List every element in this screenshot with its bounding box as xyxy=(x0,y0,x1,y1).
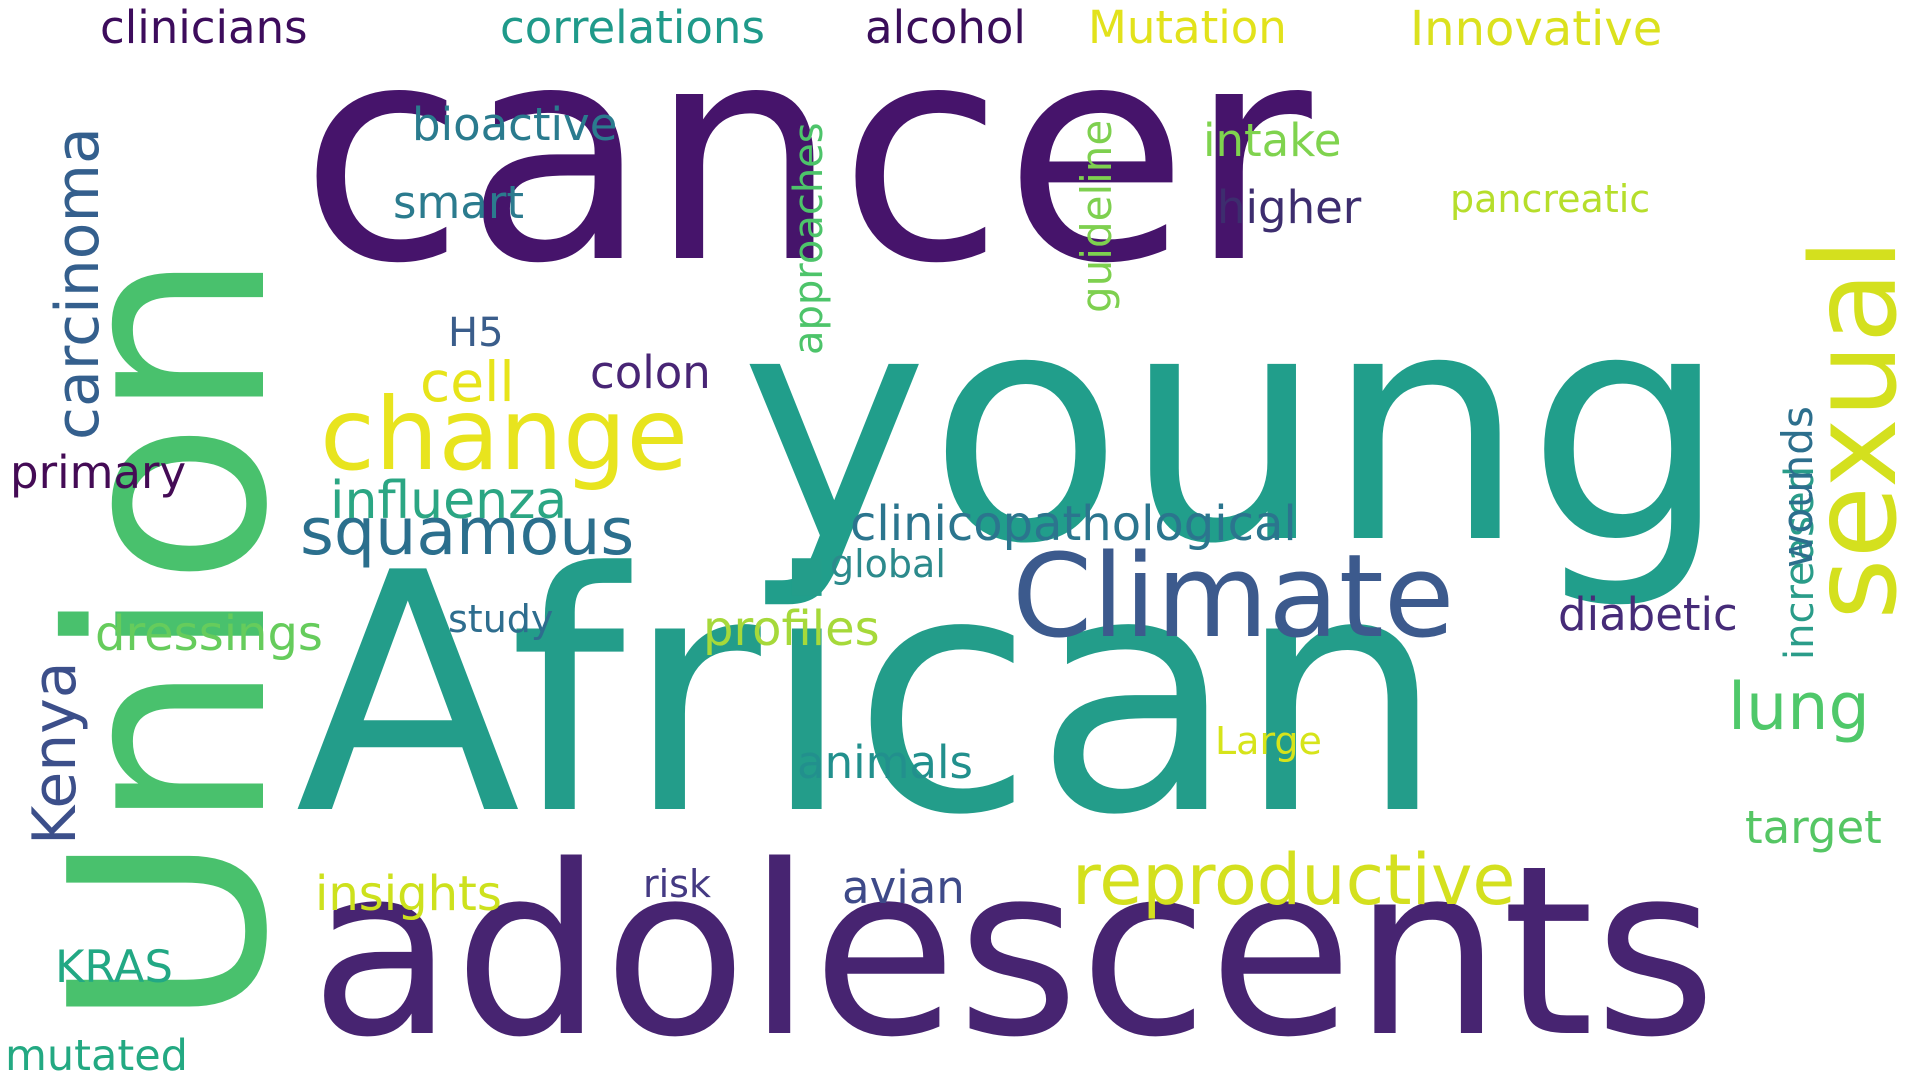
word-lung: lung xyxy=(1728,670,1870,745)
word-kras: KRAS xyxy=(55,940,173,993)
word-profiles: profiles xyxy=(703,601,880,657)
word-carcinoma: carcinoma xyxy=(43,127,113,440)
word-study: study xyxy=(448,597,554,641)
word-diabetic: diabetic xyxy=(1558,588,1738,641)
word-climate: Climate xyxy=(1012,530,1455,664)
word-smart: smart xyxy=(393,176,525,229)
word-mutation: Mutation xyxy=(1088,1,1287,54)
word-african: African xyxy=(295,503,1446,887)
word-insights: insights xyxy=(315,866,502,922)
word-clinicians: clinicians xyxy=(100,1,308,54)
word-young: young xyxy=(740,244,1729,614)
word-wounds: wounds xyxy=(1773,406,1822,568)
word-colon: colon xyxy=(590,346,711,399)
word-correlations: correlations xyxy=(500,1,765,54)
word-animals: animals xyxy=(797,736,973,789)
word-large: Large xyxy=(1215,719,1322,763)
word-change: change xyxy=(320,376,689,493)
word-avian: avian xyxy=(842,861,965,914)
word-cancer: cancer xyxy=(300,0,1312,329)
word-primary: primary xyxy=(10,446,187,499)
word-bioactive: bioactive xyxy=(412,98,618,151)
word-reproductive: reproductive xyxy=(1072,839,1516,921)
word-kenya: Kenya xyxy=(20,661,90,845)
word-pancreatic: pancreatic xyxy=(1450,177,1651,221)
word-risk: risk xyxy=(643,862,711,906)
word-mutated: mutated xyxy=(5,1031,188,1080)
word-target: target xyxy=(1745,801,1882,854)
word-innovative: Innovative xyxy=(1410,1,1663,57)
word-approaches: approaches xyxy=(786,122,832,355)
word-adolescents: adolescents xyxy=(310,816,1717,1080)
word-higher: higher xyxy=(1217,181,1362,234)
word-alcohol: alcohol xyxy=(865,1,1026,54)
word-clinicopathological: clinicopathological xyxy=(850,496,1297,552)
word-squamous: squamous xyxy=(300,495,635,570)
word-intake: intake xyxy=(1203,114,1342,167)
word-guideline: guideline xyxy=(1072,119,1121,313)
word-influenza: influenza xyxy=(330,471,568,531)
word-h5: H5 xyxy=(448,310,504,356)
word-cell: cell xyxy=(420,350,515,414)
word-dressings: dressings xyxy=(95,606,323,662)
word-global: global xyxy=(830,542,946,586)
